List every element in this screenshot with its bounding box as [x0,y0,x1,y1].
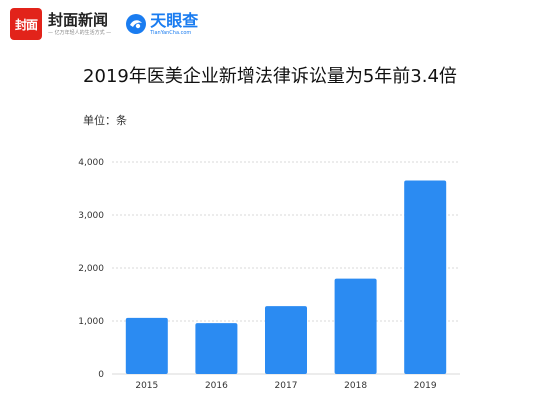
header: 封面 封面新闻 — 亿万年轻人的生活方式 — 天眼查 TianYanCha.co… [10,8,198,40]
partner-name: 天眼查 [150,10,199,30]
y-tick-label: 0 [98,370,104,380]
bar-2017 [265,306,307,374]
x-tick-label: 2017 [275,381,298,391]
y-tick-label: 2,000 [78,264,104,274]
partner-text: 天眼查 TianYanCha.com [150,10,199,37]
bar-2016 [195,323,238,374]
eye-logo-icon [126,14,147,34]
brand-logo: 封面 [10,8,42,40]
brand-block: 封面新闻 — 亿万年轻人的生活方式 — [48,11,111,37]
partner-logo: 天眼查 TianYanCha.com [125,10,199,37]
brand-slogan: — 亿万年轻人的生活方式 — [48,30,112,36]
chart-title: 2019年医美企业新增法律诉讼量为5年前3.4倍 [83,66,457,87]
y-tick-label: 1,000 [78,317,104,327]
x-tick-label: 2016 [205,381,228,391]
x-tick-label: 2018 [344,381,367,391]
brand-logo-text: 封面 [14,17,38,32]
unit-label: 单位：条 [83,114,127,127]
bar-2015 [125,317,168,374]
partner-url: TianYanCha.com [150,29,192,36]
y-tick-label: 3,000 [78,211,104,221]
bar-2018 [334,278,377,374]
brand-name: 封面新闻 [48,11,109,29]
x-tick-label: 2019 [414,381,437,391]
x-tick-label: 2015 [135,381,158,391]
y-tick-label: 4,000 [78,158,104,168]
bar-2019 [404,180,447,374]
